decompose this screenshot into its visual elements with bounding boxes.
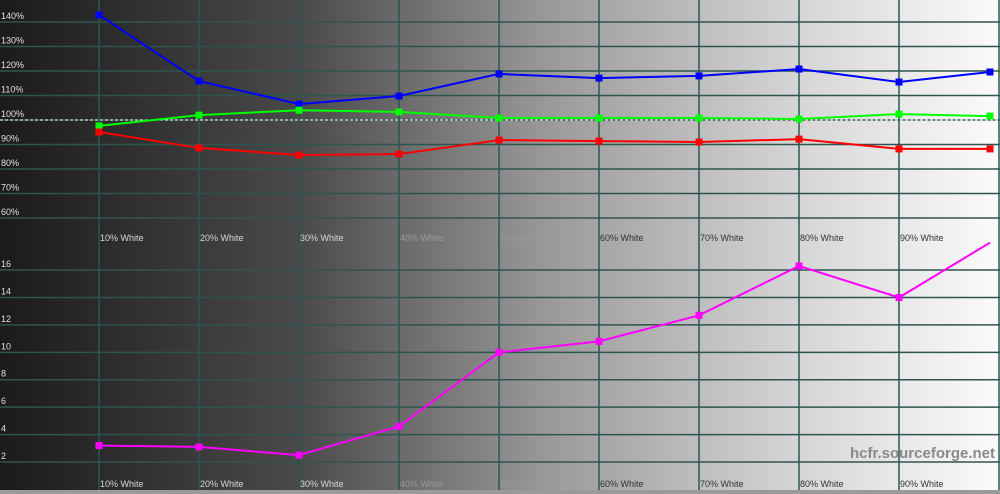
data-point-0-2-8 <box>895 145 903 153</box>
y-tick-label: 120% <box>1 60 24 70</box>
x-category-label: 40% White <box>400 233 444 243</box>
series-line-0-2 <box>98 131 990 157</box>
data-point-0-2-7 <box>795 135 803 143</box>
data-point-0-0-6 <box>695 72 703 80</box>
series-line-1-0 <box>98 241 991 457</box>
data-point-0-1-9 <box>986 112 994 120</box>
data-point-1-0-1 <box>195 443 203 451</box>
data-point-0-1-5 <box>595 114 603 122</box>
data-point-1-0-4 <box>495 348 503 356</box>
data-point-0-1-0 <box>95 122 103 130</box>
x-category-label: 80% White <box>800 233 844 243</box>
data-point-1-0-0 <box>95 442 103 450</box>
data-point-0-2-3 <box>395 150 403 158</box>
x-category-label: 20% White <box>200 479 244 489</box>
x-category-label: 20% White <box>200 233 244 243</box>
data-point-0-2-9 <box>986 145 994 153</box>
data-point-0-1-7 <box>795 115 803 123</box>
x-category-label: 90% White <box>900 233 944 243</box>
x-category-label: 90% White <box>900 479 944 489</box>
data-point-1-0-3 <box>395 422 403 430</box>
data-point-0-1-2 <box>295 106 303 114</box>
data-point-1-0-7 <box>795 262 803 270</box>
data-point-0-2-1 <box>195 144 203 152</box>
y-tick-label: 110% <box>1 85 23 95</box>
y-tick-label: 60% <box>1 207 19 217</box>
x-category-label: 30% White <box>300 479 344 489</box>
y-tick-label: 90% <box>1 134 19 144</box>
data-point-0-0-9 <box>986 68 994 76</box>
watermark: hcfr.sourceforge.net <box>850 445 995 462</box>
x-category-label: 50% White <box>500 479 544 489</box>
data-point-0-0-4 <box>495 70 503 78</box>
y-tick-label: 80% <box>1 158 19 168</box>
y-tick-label: 14 <box>1 286 11 296</box>
y-tick-label: 6 <box>1 396 6 406</box>
bottom-strip <box>0 490 1000 494</box>
y-tick-label: 140% <box>1 11 24 21</box>
y-tick-label: 100% <box>1 109 24 119</box>
data-point-0-1-8 <box>895 110 903 118</box>
x-category-label: 10% White <box>100 479 144 489</box>
x-category-label: 50% White <box>500 233 544 243</box>
x-category-label: 40% White <box>400 479 444 489</box>
data-point-0-1-4 <box>495 114 503 122</box>
data-point-1-0-6 <box>695 311 703 319</box>
data-point-0-0-3 <box>395 92 403 100</box>
y-tick-label: 8 <box>1 369 6 379</box>
data-point-0-2-5 <box>595 137 603 145</box>
y-tick-label: 2 <box>1 451 6 461</box>
x-category-label: 60% White <box>600 479 644 489</box>
y-tick-label: 4 <box>1 424 6 434</box>
x-category-label: 70% White <box>700 479 744 489</box>
data-point-0-0-7 <box>795 65 803 73</box>
y-tick-label: 12 <box>1 314 11 324</box>
data-point-1-0-2 <box>295 451 303 459</box>
data-point-0-0-0 <box>95 11 103 19</box>
data-point-0-1-3 <box>395 108 403 116</box>
data-point-0-0-2 <box>295 100 303 108</box>
data-point-0-1-1 <box>195 111 203 119</box>
data-point-1-0-5 <box>595 337 603 345</box>
y-tick-label: 70% <box>1 183 19 193</box>
x-category-label: 80% White <box>800 479 844 489</box>
data-point-0-0-8 <box>895 78 903 86</box>
series-line-0-1 <box>98 109 991 127</box>
data-point-0-2-0 <box>95 128 103 136</box>
x-category-label: 60% White <box>600 233 644 243</box>
data-point-0-1-6 <box>695 114 703 122</box>
data-point-0-2-2 <box>295 151 303 159</box>
data-point-0-2-4 <box>495 136 503 144</box>
y-tick-label: 10 <box>1 341 11 351</box>
data-point-0-2-6 <box>695 138 703 146</box>
data-point-0-0-5 <box>595 74 603 82</box>
y-tick-label: 130% <box>1 36 24 46</box>
series-line-0-0 <box>98 14 991 106</box>
x-category-label: 30% White <box>300 233 344 243</box>
x-category-label: 70% White <box>700 233 744 243</box>
y-tick-label: 16 <box>1 259 11 269</box>
data-point-0-0-1 <box>195 77 203 85</box>
x-category-label: 10% White <box>100 233 144 243</box>
data-point-1-0-8 <box>895 293 903 301</box>
